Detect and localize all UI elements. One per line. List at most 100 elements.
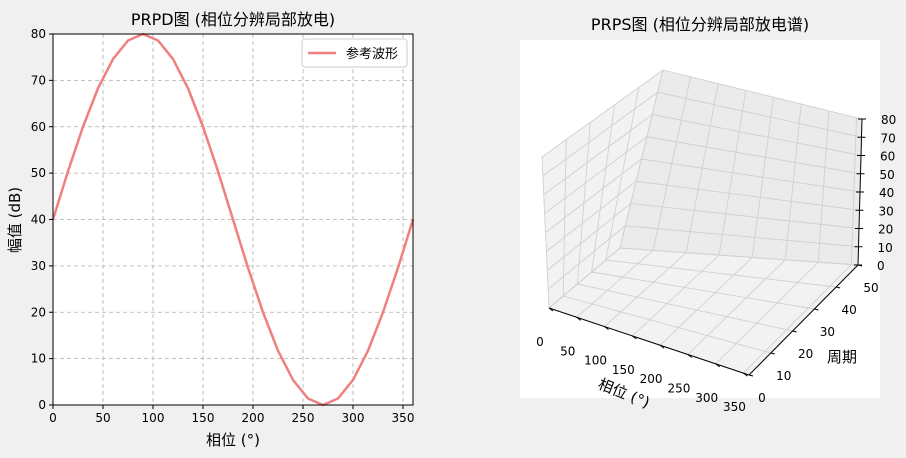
x-tick-label: 0 [536,335,544,349]
x-tick-label: 150 [192,411,215,425]
prpd-chart: PRPD图 (相位分辨局部放电) 0 50 100 150 200 250 300 350 0… [6,10,414,449]
prpd-series [51,32,415,407]
y-tick-label: 0 [758,391,766,405]
y-tick-label: 60 [31,120,46,134]
legend-box [301,38,408,68]
x-gridline-floor [659,257,753,346]
x-tick-label: 300 [342,411,365,425]
z-gridline-back [652,114,862,156]
y-tick-label: 20 [798,347,813,361]
z-gridline-back [646,136,861,175]
prps-chart: PRPS图 (相位分辨局部放电谱) 050100150200250300350 … [520,15,896,414]
y-tick-label: 70 [31,73,46,87]
z-tick-label: 0 [877,259,885,273]
x-gridline-floor [743,264,852,374]
z-gridline-left [545,158,642,233]
z-gridline-back [619,247,859,266]
x-tick-mark [659,344,665,349]
z-gridline-back [636,180,860,211]
x-tick-label: 150 [612,363,635,377]
z-gridline-left [546,203,632,271]
x-tick-mark [687,354,693,358]
z-gridline-left [548,247,621,309]
x-tick-label: 350 [392,411,415,425]
x-tick-label: 100 [584,354,607,368]
y-tick-label: 10 [31,352,46,366]
x-tick-label: 200 [640,372,663,386]
prps-x-ticks: 0 50 100 150 200 250 300 350 [536,307,748,414]
y-tick-label: 30 [820,325,835,339]
y-tick-mark [814,308,819,311]
y-tick-label: 80 [31,27,46,41]
z-tick-label: 30 [879,204,894,218]
y-tick-label: 10 [776,369,791,383]
x-tick-mark [715,363,720,368]
x-tick-label: 100 [142,411,165,425]
y-tick-label: 30 [31,259,46,273]
z-tick-label: 50 [880,168,895,182]
y-gridline-floor [577,283,793,332]
prpd-title: PRPD图 (相位分辨局部放电) [131,10,335,29]
prpd-legend: 参考波形 [301,38,408,68]
x-tick-label: 200 [242,411,265,425]
prps-gridlines [541,69,863,376]
z-gridline-left [544,136,648,214]
y-tick-mark [836,286,841,289]
z-gridline-back [662,69,863,120]
y-tick-label: 20 [31,305,46,319]
y-tick-label: 0 [38,398,46,412]
z-tick-label: 40 [879,186,894,200]
z-gridline-left [543,114,653,196]
z-gridline-left [542,91,658,177]
prpd-x-axis-label: 相位 (°) [206,431,260,449]
z-gridline-left [547,225,626,290]
prpd-x-ticks: 0 50 100 150 200 250 300 350 [49,405,414,425]
y-tick-mark [792,330,797,333]
z-tick-label: 60 [880,150,895,164]
z-gridline-back [657,91,862,138]
x-gridline-floor [604,252,687,327]
z-gridline-left [541,69,664,158]
z-gridline-back [625,225,859,248]
prpd-y-axis-label: 幅值 (dB) [6,187,24,253]
x-tick-label: 0 [49,411,57,425]
x-tick-label: 250 [292,411,315,425]
prps-title: PRPS图 (相位分辨局部放电谱) [591,15,809,34]
y-gridline-floor [563,295,771,354]
y-tick-label: 40 [31,213,46,227]
z-tick-label: 70 [881,131,896,145]
x-gridline-floor [632,254,720,337]
x-tick-mark [576,316,582,321]
x-tick-mark [743,372,748,377]
y-gridline-floor [591,271,815,310]
back-wall-pane [620,70,862,265]
y-tick-label: 50 [863,281,878,295]
x-tick-label: 350 [723,400,746,414]
x-tick-label: 50 [95,411,110,425]
x-tick-mark [604,326,609,331]
y-tick-mark [770,352,775,355]
z-tick-label: 20 [878,223,893,237]
z-gridline-back [630,203,860,229]
x-tick-label: 300 [695,391,718,405]
prps-z-ticks: 0 10 20 30 40 50 60 70 80 [854,113,896,273]
prpd-y-ticks: 0 10 20 30 40 50 60 70 80 [31,27,53,412]
x-tick-label: 50 [560,344,575,358]
prps-y-ticks: 0 10 20 30 40 50 [748,264,879,405]
y-gridline-floor [605,259,837,288]
z-tick-label: 80 [881,113,896,127]
x-tick-label: 250 [667,382,690,396]
y-tick-label: 40 [842,303,857,317]
x-gridline-floor [687,259,786,355]
x-gridline-floor [715,261,819,365]
x-tick-mark [548,307,554,312]
y-tick-mark [748,374,754,377]
y-axis-line [748,264,859,376]
prps-y-axis-label: 周期 [827,348,857,366]
y-tick-label: 50 [31,166,46,180]
x-gridline-floor [576,250,654,318]
z-gridline-left [546,180,637,252]
series-line [51,32,415,407]
x-tick-mark [632,335,637,340]
